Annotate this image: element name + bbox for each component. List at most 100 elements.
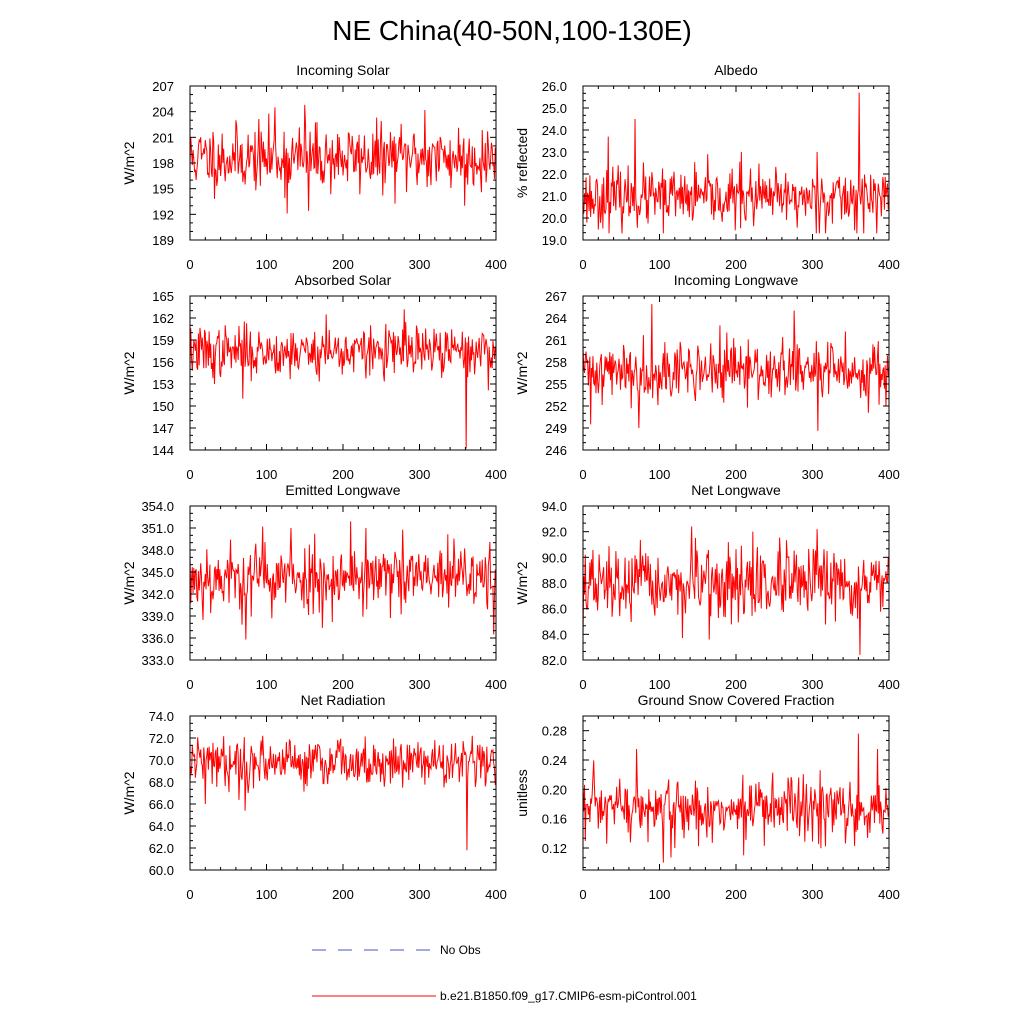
x-tick-label: 200 xyxy=(725,887,747,902)
y-tick-label: 336.0 xyxy=(141,631,174,646)
y-tick-label: 82.0 xyxy=(542,653,567,668)
y-tick-label: 0.20 xyxy=(542,782,567,797)
panel-incoming-longwave: Incoming Longwave W/m^2 0 100 200 300 400 246 24… xyxy=(514,272,900,482)
y-tick-label: 189 xyxy=(152,233,174,248)
x-tick-label: 200 xyxy=(332,257,354,272)
x-tick-label: 400 xyxy=(878,887,900,902)
y-tick-label: 333.0 xyxy=(141,653,174,668)
legend-model-label: b.e21.B1850.f09_g17.CMIP6-esm-piControl.… xyxy=(440,989,697,1003)
panel-title: Absorbed Solar xyxy=(295,272,392,288)
y-tick-label: 60.0 xyxy=(149,863,174,878)
panels-group: Incoming Solar W/m^2 0 100 200 300 400 189 192 19… xyxy=(121,62,900,902)
x-tick-label: 0 xyxy=(186,257,193,272)
panel-title: Ground Snow Covered Fraction xyxy=(638,692,835,708)
x-tick-label: 100 xyxy=(649,257,671,272)
legend-obs-label: No Obs xyxy=(440,943,481,957)
x-tick-label: 0 xyxy=(186,677,193,692)
figure-title: NE China(40-50N,100-130E) xyxy=(332,15,692,46)
y-axis-label: % reflected xyxy=(514,128,530,198)
y-tick-label: 88.0 xyxy=(542,576,567,591)
y-tick-label: 267 xyxy=(545,289,567,304)
data-line-model xyxy=(583,526,889,655)
x-tick-label: 100 xyxy=(649,677,671,692)
y-axis-label: unitless xyxy=(514,769,530,816)
y-tick-label: 204 xyxy=(152,105,174,120)
y-tick-label: 86.0 xyxy=(542,602,567,617)
y-tick-label: 258 xyxy=(545,355,567,370)
panel-title: Incoming Solar xyxy=(296,62,390,78)
y-tick-label: 255 xyxy=(545,377,567,392)
y-tick-label: 144 xyxy=(152,443,174,458)
x-tick-label: 0 xyxy=(579,887,586,902)
y-tick-label: 72.0 xyxy=(149,731,174,746)
x-tick-label: 400 xyxy=(878,257,900,272)
data-line-model xyxy=(190,521,496,640)
y-axis-label: W/m^2 xyxy=(514,351,530,394)
y-tick-label: 159 xyxy=(152,333,174,348)
y-tick-label: 25.0 xyxy=(542,101,567,116)
y-tick-label: 150 xyxy=(152,399,174,414)
x-tick-label: 200 xyxy=(725,467,747,482)
y-tick-label: 348.0 xyxy=(141,543,174,558)
y-tick-label: 84.0 xyxy=(542,627,567,642)
x-tick-label: 0 xyxy=(579,257,586,272)
x-tick-label: 400 xyxy=(878,677,900,692)
data-line-model xyxy=(190,104,496,214)
y-tick-label: 0.24 xyxy=(542,753,567,768)
x-tick-label: 200 xyxy=(332,677,354,692)
x-tick-label: 200 xyxy=(332,887,354,902)
plot-frame xyxy=(189,715,497,871)
y-tick-label: 156 xyxy=(152,355,174,370)
x-tick-label: 400 xyxy=(485,887,507,902)
x-tick-label: 300 xyxy=(409,257,431,272)
y-tick-label: 252 xyxy=(545,399,567,414)
x-tick-label: 400 xyxy=(485,677,507,692)
y-tick-label: 165 xyxy=(152,289,174,304)
y-axis-label: W/m^2 xyxy=(121,351,137,394)
y-tick-label: 70.0 xyxy=(149,753,174,768)
y-tick-label: 0.28 xyxy=(542,724,567,739)
y-tick-label: 339.0 xyxy=(141,609,174,624)
y-tick-label: 246 xyxy=(545,443,567,458)
y-tick-label: 264 xyxy=(545,311,567,326)
panel-title: Emitted Longwave xyxy=(285,482,400,498)
plot-frame xyxy=(189,295,497,451)
panel-absorbed-solar: Absorbed Solar W/m^2 0 100 200 300 400 144 147 15… xyxy=(121,272,507,482)
x-tick-label: 100 xyxy=(256,467,278,482)
x-tick-label: 400 xyxy=(878,467,900,482)
y-tick-label: 19.0 xyxy=(542,233,567,248)
y-tick-label: 62.0 xyxy=(149,841,174,856)
x-tick-label: 100 xyxy=(256,677,278,692)
panel-albedo: Albedo % reflected 0 100 200 300 400 19.0 20.0 21… xyxy=(514,62,900,272)
panel-emitted-longwave: Emitted Longwave W/m^2 0 100 200 300 400 333.0 3… xyxy=(121,482,507,692)
y-tick-label: 0.16 xyxy=(542,812,567,827)
x-tick-label: 300 xyxy=(802,677,824,692)
legend: No Obs b.e21.B1850.f09_g17.CMIP6-esm-piC… xyxy=(312,943,697,1003)
x-tick-label: 400 xyxy=(485,467,507,482)
y-tick-label: 162 xyxy=(152,311,174,326)
panel-ground-snow-covered-fraction: Ground Snow Covered Fraction unitless 0 100… xyxy=(514,692,900,902)
y-tick-label: 147 xyxy=(152,421,174,436)
x-tick-label: 0 xyxy=(186,887,193,902)
y-tick-label: 198 xyxy=(152,156,174,171)
data-line-model xyxy=(583,92,889,234)
x-tick-label: 100 xyxy=(649,467,671,482)
y-axis-label: W/m^2 xyxy=(121,561,137,604)
y-tick-label: 153 xyxy=(152,377,174,392)
data-line-model xyxy=(190,309,496,449)
y-tick-label: 201 xyxy=(152,130,174,145)
y-tick-label: 23.0 xyxy=(542,145,567,160)
data-line-model xyxy=(583,733,889,863)
data-line-model xyxy=(583,304,889,431)
x-tick-label: 100 xyxy=(256,257,278,272)
panel-net-radiation: Net Radiation W/m^2 0 100 200 300 400 60.0 62.0 6… xyxy=(121,692,507,902)
y-tick-label: 192 xyxy=(152,207,174,222)
y-tick-label: 0.12 xyxy=(542,841,567,856)
panel-title: Net Longwave xyxy=(691,482,781,498)
y-tick-label: 64.0 xyxy=(149,819,174,834)
x-tick-label: 200 xyxy=(332,467,354,482)
x-tick-label: 100 xyxy=(649,887,671,902)
x-tick-label: 0 xyxy=(579,467,586,482)
y-tick-label: 21.0 xyxy=(542,189,567,204)
